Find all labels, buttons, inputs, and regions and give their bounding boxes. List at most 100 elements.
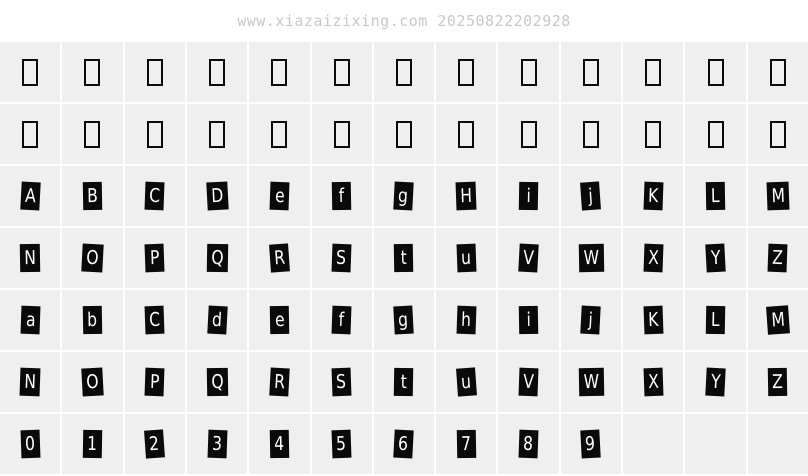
glyph-tag-4: 4 [269, 429, 290, 459]
glyph-tag-l: L [705, 305, 726, 335]
glyph-cell: S [311, 228, 372, 288]
glyph-cell [311, 104, 372, 164]
glyph-cell [62, 104, 123, 164]
glyph-tag-x: X [643, 367, 664, 397]
glyph-tag-h: h [456, 305, 477, 335]
notdef-glyph [22, 58, 39, 86]
glyph-cell [186, 42, 248, 102]
glyph-cell: g [373, 290, 435, 350]
glyph-cell: t [373, 228, 435, 288]
glyph-cell: i [498, 290, 559, 350]
watermark-bar: www.xiazaizixing.com 20250822202928 [0, 0, 808, 42]
glyph-cell [747, 414, 808, 474]
glyph-cell: e [249, 166, 310, 226]
glyph-tag-m: M [765, 305, 790, 335]
glyph-cell: Q [186, 228, 248, 288]
glyph-tag-s: S [331, 367, 352, 397]
glyph-cell: R [249, 228, 310, 288]
glyph-cell: f [311, 290, 372, 350]
glyph-cell: S [311, 352, 372, 412]
glyph-cell [249, 104, 310, 164]
glyph-tag-5: 5 [331, 429, 352, 459]
glyph-cell: X [623, 228, 684, 288]
glyph-cell: g [373, 166, 435, 226]
glyph-cell: W [560, 228, 622, 288]
glyph-tag-R: R [268, 243, 290, 273]
glyph-tag-q: Q [206, 367, 228, 397]
glyph-tag-J: j [580, 181, 602, 211]
glyph-tag-j: j [580, 305, 602, 335]
glyph-cell [0, 104, 61, 164]
glyph-tag-c: C [144, 305, 165, 335]
glyph-cell [623, 42, 684, 102]
glyph-tag-G: g [393, 181, 415, 211]
glyph-tag-X: X [643, 243, 664, 273]
glyph-tag-F: f [331, 181, 352, 211]
glyph-tag-C: C [144, 181, 165, 211]
notdef-glyph [209, 120, 226, 148]
glyph-cell: K [623, 290, 684, 350]
glyph-cell: M [747, 290, 808, 350]
glyph-cell: h [436, 290, 497, 350]
glyph-cell [685, 414, 746, 474]
glyph-cell [124, 42, 185, 102]
notdef-glyph [458, 58, 475, 86]
glyph-cell [685, 104, 746, 164]
glyph-tag-Q: Q [206, 243, 228, 273]
glyph-cell: u [436, 352, 497, 412]
glyph-cell: 1 [62, 414, 123, 474]
notdef-glyph [395, 120, 412, 148]
glyph-cell [124, 104, 185, 164]
glyph-cell: Z [747, 228, 808, 288]
glyph-tag-M: M [766, 181, 790, 211]
glyph-cell: K [623, 166, 684, 226]
glyph-cell: O [62, 352, 123, 412]
notdef-glyph [458, 120, 475, 148]
glyph-tag-6: 6 [393, 429, 415, 459]
notdef-glyph [84, 58, 101, 86]
glyph-tag-y: Y [705, 367, 726, 397]
glyph-tag-d: d [206, 305, 228, 335]
glyph-tag-g: g [393, 305, 415, 335]
glyph-cell: 5 [311, 414, 372, 474]
glyph-cell: a [0, 290, 61, 350]
glyph-tag-P: P [144, 243, 165, 273]
glyph-tag-7: 7 [456, 429, 477, 459]
glyph-tag-1: 1 [82, 429, 103, 459]
glyph-tag-8: 8 [518, 429, 539, 459]
glyph-cell: N [0, 228, 61, 288]
notdef-glyph [645, 58, 662, 86]
glyph-cell [311, 42, 372, 102]
glyph-cell: 2 [124, 414, 185, 474]
glyph-cell: 7 [436, 414, 497, 474]
glyph-cell: 4 [249, 414, 310, 474]
glyph-cell: 6 [373, 414, 435, 474]
notdef-glyph [146, 120, 163, 148]
glyph-cell: Q [186, 352, 248, 412]
glyph-tag-o: O [81, 367, 104, 397]
glyph-cell: M [747, 166, 808, 226]
notdef-glyph [209, 58, 226, 86]
notdef-glyph [271, 58, 288, 86]
glyph-cell [373, 42, 435, 102]
glyph-tag-t: t [394, 367, 414, 397]
glyph-cell [623, 104, 684, 164]
glyph-cell: j [560, 290, 622, 350]
glyph-tag-S: S [331, 243, 352, 273]
glyph-cell: Y [685, 352, 746, 412]
notdef-glyph [395, 58, 412, 86]
notdef-glyph [146, 58, 163, 86]
glyph-cell: Y [685, 228, 746, 288]
glyph-cell: W [560, 352, 622, 412]
glyph-tag-a: a [20, 305, 41, 335]
glyph-cell: L [685, 290, 746, 350]
glyph-cell: b [62, 290, 123, 350]
glyph-cell: u [436, 228, 497, 288]
glyph-tag-T: t [394, 243, 414, 273]
notdef-glyph [582, 58, 599, 86]
notdef-glyph [520, 120, 537, 148]
glyph-tag-E: e [269, 181, 290, 211]
glyph-cell [249, 42, 310, 102]
